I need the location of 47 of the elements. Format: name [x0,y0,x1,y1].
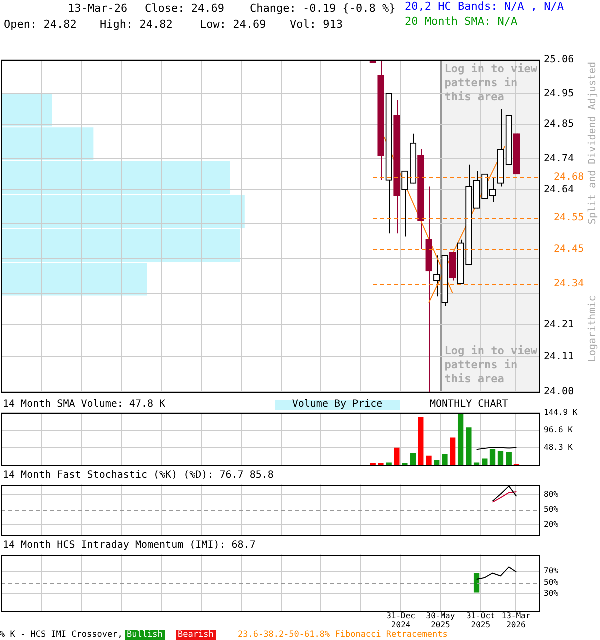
y-tick-label: 24.00 [544,386,574,398]
text: Change: -0.19 {-0.8 %} [250,2,396,16]
x-tick-label: 31-Dec 2024 [386,611,416,630]
text: Open: 24.82 [4,18,77,32]
x-tick-label: 31-Oct 2025 [466,611,496,630]
y-tick-label: 50% [544,578,559,587]
text: Close: 24.69 [145,2,224,16]
y-axis-title: Split and Dividend Adjusted [588,62,599,225]
y-tick-label: 24.95 [544,88,574,100]
ref-line-label: 24.45 [554,244,584,255]
y-tick-label: 70% [544,566,559,576]
text: Vol: 913 [290,18,343,32]
y-tick-label: 24.74 [544,153,574,164]
text: 13-Mar-26 [68,2,128,16]
text: Low: 24.69 [200,18,266,32]
y-tick-label: 80% [544,490,559,499]
chart-title: 14 Month Fast Stochastic (%K) (%D): 76.7 85.8 [3,470,274,481]
text: 20,2 HC Bands: N/A , N/A [405,0,564,14]
x-tick-label: 13-Mar 2026 [502,611,531,630]
ref-line-label: 24.34 [554,278,584,290]
ref-line-label: 24.55 [554,212,584,224]
ref-line-label: 24.68 [554,172,584,183]
y-tick-label: 24.21 [544,320,574,331]
chart-title: 14 Month SMA Volume: 47.8 K [3,399,166,410]
annotation: Log in to view patterns in this area [444,62,538,104]
y-tick-label: 48.3 K [544,442,574,452]
text: % K - HCS IMI Crossover, [0,630,123,640]
chart-title: 14 Month HCS Intraday Momentum (IMI): 68.7 [3,540,256,551]
text: Volume By Price [275,399,400,410]
y-tick-label: 24.11 [544,351,574,362]
text: 23.6-38.2-50-61.8% Fibonacci Retracements [238,630,448,640]
x-tick-label: 30-May 2025 [426,611,456,630]
y-tick-label: 20% [544,520,559,530]
text: Bullish [125,630,165,640]
y-tick-label: 144.9 K [544,408,578,417]
y-tick-label: 25.06 [544,54,574,66]
text: 20 Month SMA: N/A [405,15,518,28]
y-tick-label: 24.64 [544,184,574,196]
y-tick-label: 96.6 K [544,425,574,434]
text: MONTHLY CHART [430,399,508,410]
y-tick-label: 50% [544,505,559,514]
text: Bearish [176,630,216,640]
y-tick-label: 24.85 [544,119,574,130]
y-tick-label: 30% [544,589,559,598]
text: Logarithmic [588,296,599,362]
text: High: 24.82 [100,18,173,32]
annotation: Log in to view patterns in this area [444,344,538,386]
